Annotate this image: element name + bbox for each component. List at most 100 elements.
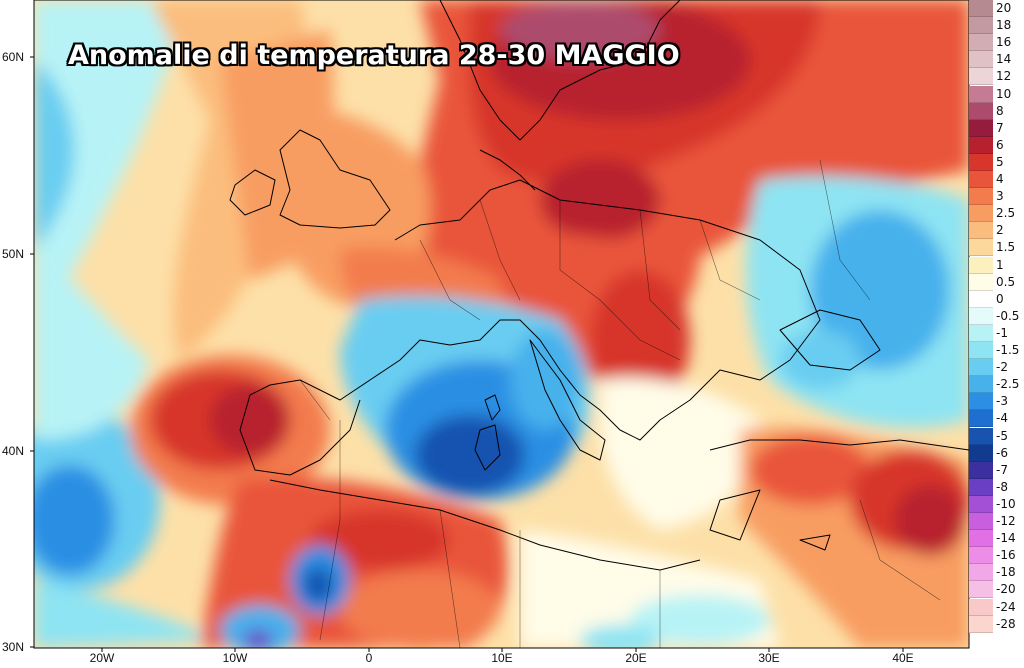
legend-swatch [969,171,993,189]
lon-label: 40E [892,651,914,665]
legend-swatch [969,102,993,120]
legend-swatch [969,68,993,86]
color-legend: 20 18 16 14 12 10 8 7 6 5 4 3 2.5 2 1.5 1 0.5 0 -0.5 -1 -1.5… [969,0,1024,648]
legend-label: 1.5 [996,240,1016,255]
legend-item: 8 [969,102,1024,120]
lon-label: 10E [491,651,513,665]
legend-item: -12 [969,513,1024,531]
legend-swatch [969,581,993,599]
legend-swatch [969,359,993,377]
legend-swatch [969,34,993,52]
lon-label: 10W [222,651,248,665]
legend-label: -7 [996,462,1008,477]
legend-swatch [969,564,993,582]
legend-label: 4 [996,172,1004,186]
legend-item: 18 [969,17,1024,35]
legend-label: -24 [996,599,1016,614]
legend-swatch [969,444,993,462]
legend-swatch [969,17,993,35]
legend-label: -16 [996,548,1016,563]
legend-label: -3 [996,394,1008,409]
legend-label: 20 [996,1,1012,15]
legend-item: 1.5 [969,239,1024,257]
legend-swatch [969,324,993,342]
map-title: Anomalie di temperatura 28-30 MAGGIO [68,40,680,71]
legend-item: 0 [969,290,1024,308]
legend-swatch [969,205,993,223]
legend-label: 18 [996,18,1012,33]
legend-swatch [969,136,993,154]
legend-swatch [969,615,993,633]
legend-label: 6 [996,137,1004,152]
legend-item: 20 [969,0,1024,18]
legend-swatch [969,495,993,513]
legend-label: 0.5 [996,274,1016,289]
legend-item: 16 [969,34,1024,52]
legend-label: 1 [996,257,1004,272]
lon-label: 20E [625,651,647,665]
lon-label: 0 [365,651,373,665]
legend-label: -18 [996,565,1016,580]
legend-label: -4 [996,411,1008,426]
legend-item: -3 [969,393,1024,411]
legend-label: 12 [996,69,1012,84]
legend-item: 6 [969,136,1024,154]
borders [299,159,941,648]
lat-label: 60N [2,50,25,64]
legend-swatch [969,273,993,291]
legend-item: -10 [969,495,1024,513]
legend-label: 0 [996,291,1004,306]
legend-item: -1.5 [969,342,1024,360]
legend-item: 4 [969,171,1024,189]
legend-item: -2.5 [969,376,1024,394]
legend-item: -20 [969,581,1024,599]
legend-item: -18 [969,564,1024,582]
legend-item: -6 [969,444,1024,462]
legend-swatch [969,427,993,445]
legend-item: 10 [969,85,1024,103]
legend-swatch [969,530,993,548]
legend-label: -0.5 [996,308,1020,323]
legend-label: -14 [996,531,1016,546]
legend-item: 14 [969,51,1024,69]
legend-label: 14 [996,52,1012,67]
legend-swatch [969,239,993,257]
lat-label: 40N [2,444,25,458]
legend-swatch [969,51,993,69]
legend-item: 2.5 [969,205,1024,223]
legend-label: 16 [996,35,1012,50]
legend-label: 2 [996,223,1004,238]
lon-label: 30E [758,651,780,665]
legend-item: 2 [969,222,1024,240]
legend-swatch [969,290,993,308]
legend-swatch [969,598,993,616]
legend-label: -1.5 [996,343,1020,357]
legend-item: -0.5 [969,307,1024,325]
lat-label: 30N [2,640,25,654]
legend-item: 3 [969,188,1024,206]
legend-item: -7 [969,461,1024,479]
legend-swatch [969,461,993,479]
legend-item: -28 [969,615,1024,633]
legend-item: 1 [969,256,1024,274]
legend-item: -8 [969,478,1024,496]
legend-label: -6 [996,445,1008,460]
legend-item: 5 [969,153,1024,171]
legend-swatch [969,119,993,137]
legend-label: -28 [996,616,1016,631]
legend-label: 10 [996,86,1012,101]
legend-label: -2.5 [996,377,1020,392]
legend-item: -24 [969,598,1024,616]
lon-label: 20W [89,651,115,665]
legend-label: 7 [996,120,1004,135]
legend-swatch [969,547,993,565]
legend-swatch [969,0,993,18]
legend-item: -16 [969,547,1024,565]
legend-item: -4 [969,410,1024,428]
anomaly-field [34,0,969,648]
legend-label: -1 [996,325,1008,340]
legend-item: -2 [969,359,1024,377]
legend-swatch [969,513,993,531]
lat-label: 50N [2,247,25,261]
